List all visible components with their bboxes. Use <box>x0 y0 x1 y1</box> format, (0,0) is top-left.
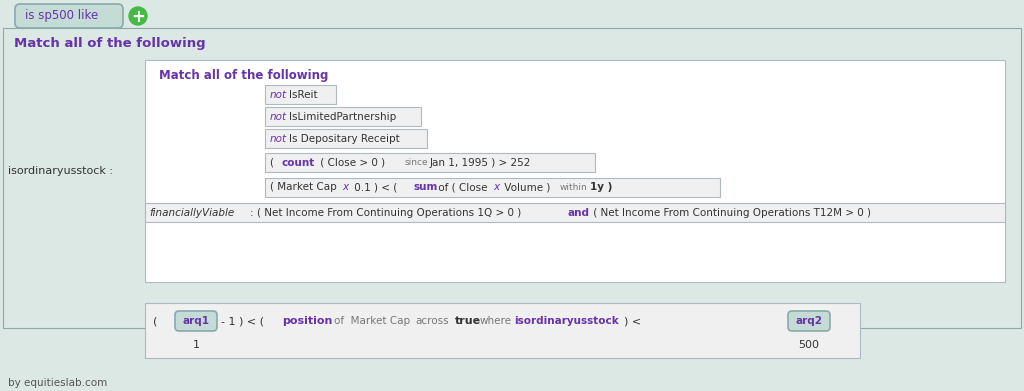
Text: not: not <box>270 90 287 99</box>
Bar <box>265 153 595 172</box>
Text: x: x <box>342 183 348 192</box>
Bar <box>265 129 427 148</box>
Text: ( Net Income From Continuing Operations T12M > 0 ): ( Net Income From Continuing Operations … <box>590 208 871 217</box>
Text: since: since <box>406 158 429 167</box>
Text: isordinaryusstock :: isordinaryusstock : <box>8 166 113 176</box>
Text: ( Net Income From Continuing Operations 1Q > 0 ): ( Net Income From Continuing Operations … <box>257 208 524 217</box>
Text: arq1: arq1 <box>182 316 210 326</box>
Text: 0.1 ) < (: 0.1 ) < ( <box>351 183 400 192</box>
Bar <box>145 203 1005 222</box>
Bar <box>265 85 336 104</box>
Text: - 1 ) < (: - 1 ) < ( <box>221 316 264 326</box>
Text: ) <: ) < <box>624 316 641 326</box>
Text: 500: 500 <box>799 340 819 350</box>
FancyBboxPatch shape <box>788 311 830 331</box>
Text: across: across <box>415 316 449 326</box>
FancyBboxPatch shape <box>15 4 123 28</box>
Text: sum: sum <box>413 183 437 192</box>
Text: IsLimitedPartnership: IsLimitedPartnership <box>289 111 396 122</box>
Text: (: ( <box>270 158 278 167</box>
Text: Volume ): Volume ) <box>501 183 554 192</box>
Text: count: count <box>282 158 315 167</box>
Text: isordinaryusstock: isordinaryusstock <box>514 316 618 326</box>
Text: position: position <box>282 316 333 326</box>
Text: of  Market Cap: of Market Cap <box>334 316 411 326</box>
Text: Match all of the following: Match all of the following <box>159 68 329 81</box>
Text: Match all of the following: Match all of the following <box>14 38 206 50</box>
Text: within: within <box>560 183 588 192</box>
Text: Is Depositary Receipt: Is Depositary Receipt <box>289 133 399 143</box>
Text: 1y ): 1y ) <box>590 183 612 192</box>
Text: where: where <box>480 316 512 326</box>
Text: is sp500 like: is sp500 like <box>25 9 98 23</box>
Text: arq2: arq2 <box>796 316 822 326</box>
Text: Jan 1, 1995 ) > 252: Jan 1, 1995 ) > 252 <box>430 158 531 167</box>
Bar <box>265 107 421 126</box>
Text: IsReit: IsReit <box>289 90 317 99</box>
Text: +: + <box>131 7 145 25</box>
Text: true: true <box>455 316 481 326</box>
Bar <box>145 60 1005 282</box>
Text: and: and <box>567 208 589 217</box>
Text: x: x <box>493 183 499 192</box>
Text: :: : <box>250 208 254 217</box>
Text: (: ( <box>153 316 158 326</box>
Text: by equitieslab.com: by equitieslab.com <box>8 378 108 388</box>
Bar <box>3 28 1021 328</box>
Text: ( Close > 0 ): ( Close > 0 ) <box>317 158 388 167</box>
Text: 1: 1 <box>193 340 200 350</box>
Bar <box>265 178 720 197</box>
Circle shape <box>129 7 147 25</box>
Text: not: not <box>270 133 287 143</box>
Text: financiallyViable: financiallyViable <box>150 208 234 217</box>
Text: not: not <box>270 111 287 122</box>
Bar <box>145 303 860 358</box>
FancyBboxPatch shape <box>175 311 217 331</box>
Text: of ( Close: of ( Close <box>435 183 490 192</box>
Text: ( Market Cap: ( Market Cap <box>270 183 340 192</box>
